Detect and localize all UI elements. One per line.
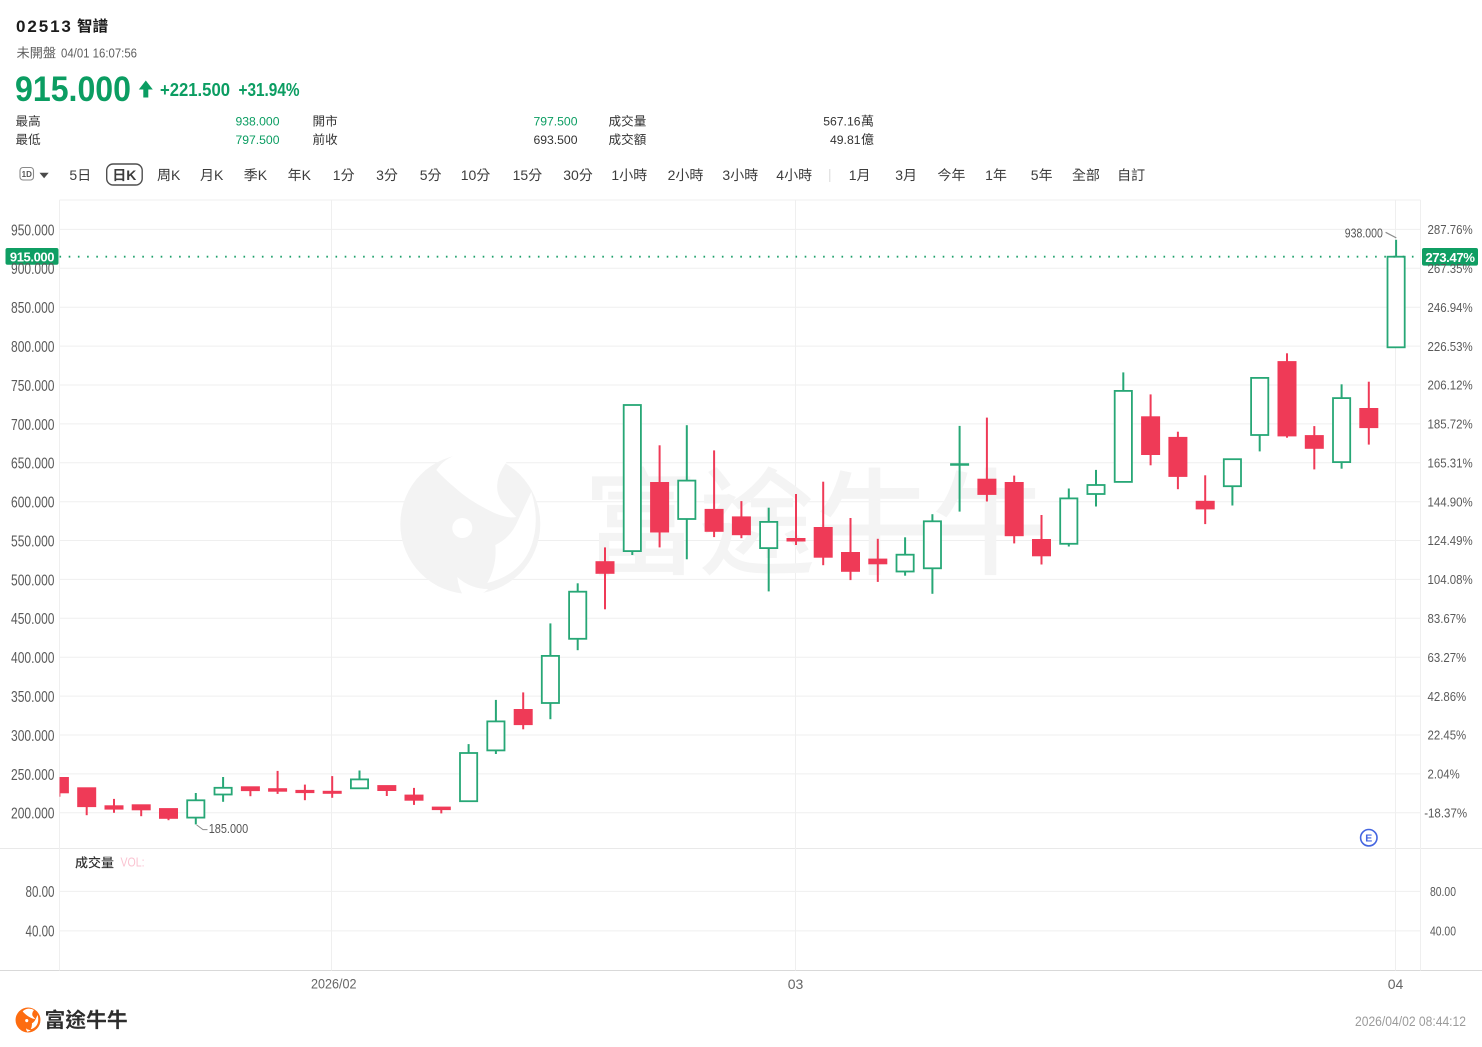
svg-text:80.00: 80.00	[26, 884, 55, 901]
svg-text:185.000: 185.000	[209, 822, 249, 836]
svg-text:567.16: 567.16	[823, 115, 860, 129]
svg-text:273.47%: 273.47%	[1425, 250, 1475, 265]
svg-text:2: 2	[668, 167, 676, 183]
svg-text:797.500: 797.500	[235, 133, 279, 147]
svg-text:797.500: 797.500	[533, 115, 577, 129]
svg-text:104.08%: 104.08%	[1428, 572, 1474, 587]
svg-text:1: 1	[333, 167, 341, 183]
svg-text:3: 3	[722, 167, 730, 183]
svg-text:124.49%: 124.49%	[1428, 533, 1474, 548]
svg-text:15: 15	[513, 167, 529, 183]
svg-text:165.31%: 165.31%	[1428, 456, 1474, 471]
svg-text:1D: 1D	[22, 170, 32, 179]
svg-text:30: 30	[563, 167, 579, 183]
svg-text:2026/02: 2026/02	[311, 976, 357, 992]
svg-text:2026/04/02 08:44:12: 2026/04/02 08:44:12	[1355, 1014, 1466, 1029]
svg-text:500.000: 500.000	[11, 572, 55, 589]
svg-text:+221.500: +221.500	[160, 80, 230, 100]
svg-text:400.000: 400.000	[11, 650, 55, 667]
svg-text:226.53%: 226.53%	[1428, 339, 1474, 354]
svg-text:83.67%: 83.67%	[1428, 611, 1467, 626]
svg-text:938.000: 938.000	[235, 115, 279, 129]
svg-text:-18.37%: -18.37%	[1424, 806, 1467, 821]
svg-text:40.00: 40.00	[1430, 923, 1456, 938]
svg-text:750.000: 750.000	[11, 378, 55, 395]
svg-text:K: K	[302, 167, 312, 183]
svg-text:200.000: 200.000	[11, 806, 55, 823]
svg-text:938.000: 938.000	[1345, 226, 1383, 240]
svg-text:E: E	[1365, 833, 1372, 845]
svg-text:600.000: 600.000	[11, 495, 55, 512]
svg-text:915.000: 915.000	[10, 249, 54, 264]
svg-text:915.000: 915.000	[15, 69, 131, 109]
svg-text:850.000: 850.000	[11, 300, 55, 317]
svg-text:4: 4	[776, 167, 784, 183]
svg-text:5: 5	[420, 167, 428, 183]
svg-text:80.00: 80.00	[1430, 884, 1456, 899]
svg-text:700.000: 700.000	[11, 417, 55, 434]
svg-text:206.12%: 206.12%	[1428, 378, 1474, 393]
svg-text:1: 1	[849, 167, 857, 183]
svg-text:63.27%: 63.27%	[1428, 650, 1467, 665]
svg-text:267.35%: 267.35%	[1428, 261, 1474, 276]
svg-text:10: 10	[461, 167, 477, 183]
svg-text:49.81: 49.81	[830, 133, 861, 147]
svg-text:04: 04	[1388, 976, 1404, 992]
svg-text:03: 03	[788, 976, 804, 992]
svg-text:K: K	[171, 167, 181, 183]
svg-text:K: K	[258, 167, 268, 183]
svg-text:800.000: 800.000	[11, 339, 55, 356]
svg-text:22.45%: 22.45%	[1428, 728, 1467, 743]
svg-text:300.000: 300.000	[11, 728, 55, 745]
svg-text:1: 1	[611, 167, 619, 183]
svg-text:K: K	[214, 167, 224, 183]
svg-text:287.76%: 287.76%	[1428, 222, 1474, 237]
svg-text:K: K	[126, 167, 136, 183]
svg-text:144.90%: 144.90%	[1428, 494, 1474, 509]
svg-text:+31.94%: +31.94%	[239, 80, 300, 100]
svg-text:246.94%: 246.94%	[1428, 300, 1474, 315]
svg-text:40.00: 40.00	[26, 923, 55, 940]
svg-text:185.72%: 185.72%	[1428, 417, 1474, 432]
svg-text:1: 1	[985, 167, 993, 183]
svg-text:5: 5	[69, 167, 77, 183]
svg-text:2.04%: 2.04%	[1428, 767, 1461, 782]
svg-text:42.86%: 42.86%	[1428, 689, 1467, 704]
svg-text:VOL:: VOL:	[121, 856, 145, 870]
svg-text:3: 3	[376, 167, 384, 183]
svg-text:900.000: 900.000	[11, 261, 55, 278]
svg-text:04/01 16:07:56: 04/01 16:07:56	[61, 46, 137, 61]
svg-text:650.000: 650.000	[11, 456, 55, 473]
svg-text:02513: 02513	[16, 17, 73, 36]
svg-text:350.000: 350.000	[11, 689, 55, 706]
svg-text:450.000: 450.000	[11, 611, 55, 628]
svg-text:693.500: 693.500	[533, 133, 577, 147]
svg-text:5: 5	[1031, 167, 1039, 183]
svg-text:250.000: 250.000	[11, 767, 55, 784]
svg-text:550.000: 550.000	[11, 533, 55, 550]
svg-text:950.000: 950.000	[11, 222, 55, 239]
svg-text:3: 3	[895, 167, 903, 183]
